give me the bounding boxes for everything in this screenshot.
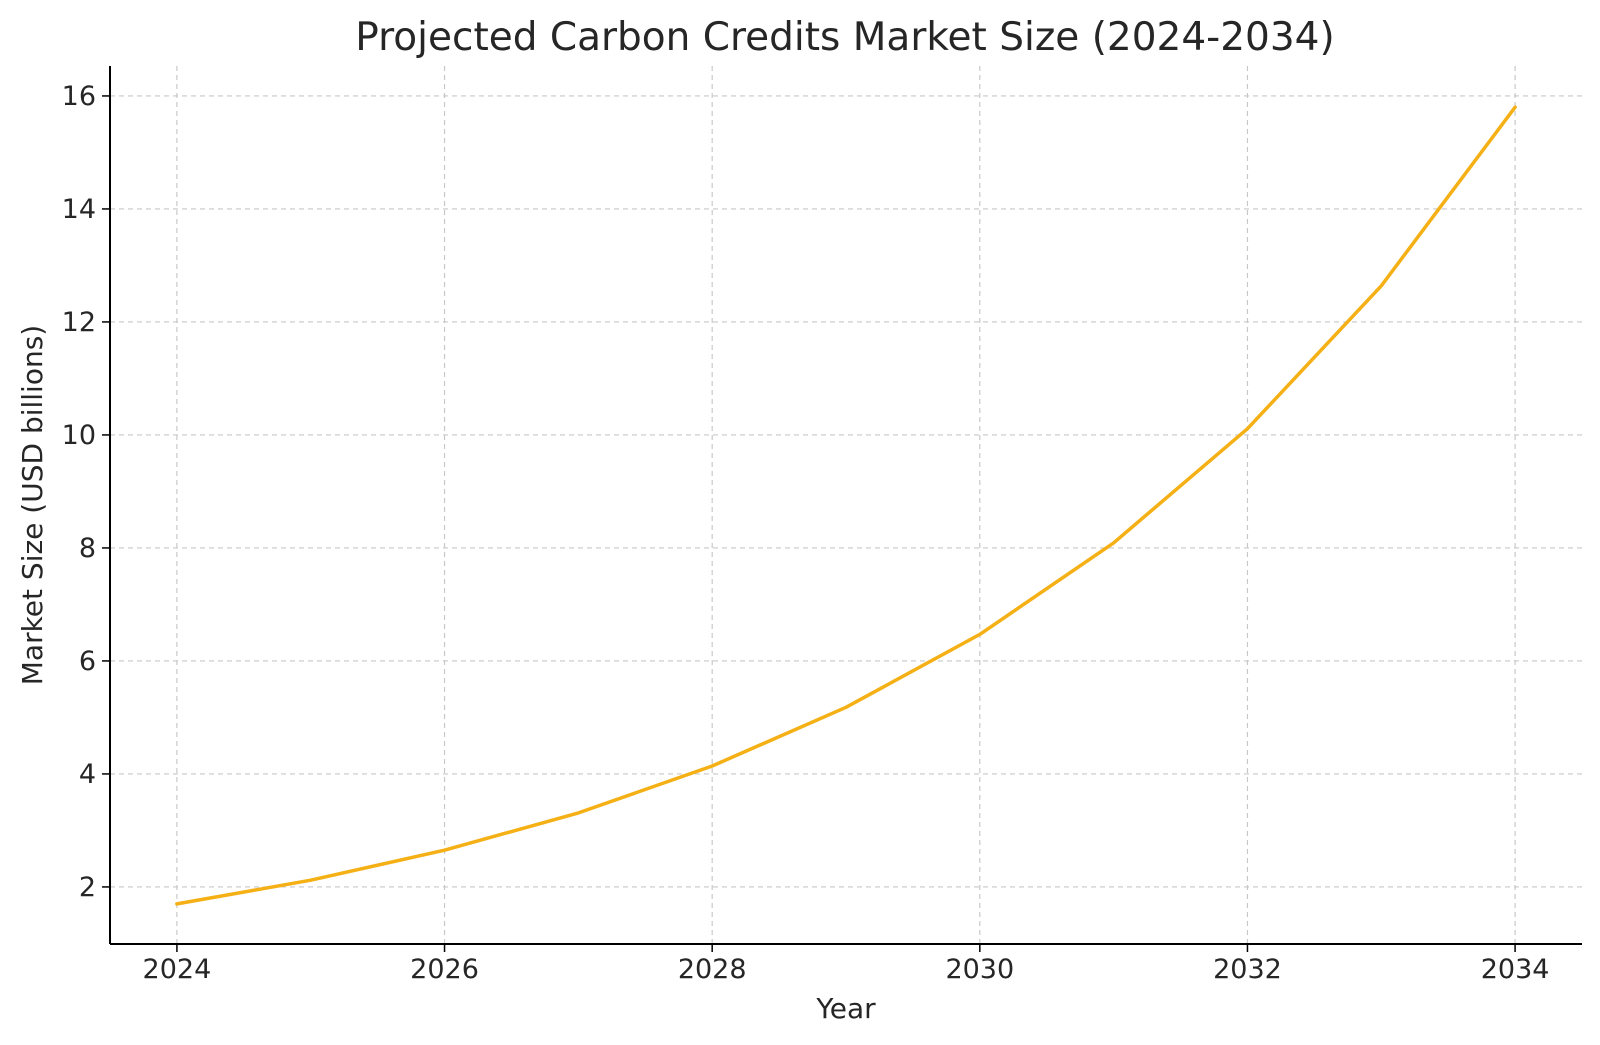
y-tick-label: 6	[79, 646, 96, 677]
x-tick-label: 2026	[410, 954, 479, 985]
chart-title: Projected Carbon Credits Market Size (20…	[355, 15, 1334, 60]
grid	[110, 66, 1582, 944]
x-tick-label: 2024	[143, 954, 212, 985]
series-line	[175, 105, 1517, 906]
y-tick-label: 12	[62, 307, 96, 338]
y-tick-label: 8	[79, 533, 96, 564]
y-tick-label: 14	[62, 194, 96, 225]
y-tick-label: 10	[62, 420, 96, 451]
x-tick-label: 2028	[678, 954, 747, 985]
y-tick-label: 4	[79, 759, 96, 790]
y-tick-label: 16	[62, 81, 96, 112]
y-axis-label: Market Size (USD billions)	[16, 325, 49, 685]
x-tick-label: 2030	[945, 954, 1014, 985]
x-tick-label: 2034	[1481, 954, 1550, 985]
x-axis-label: Year	[815, 992, 876, 1025]
x-tick-label: 2032	[1213, 954, 1282, 985]
series	[175, 105, 1517, 906]
axes	[109, 66, 1582, 945]
ticks: 2024 2026 2028 2030 2032 2034 2 4 6 8 10 12 14 16	[62, 81, 1550, 985]
y-tick-label: 2	[79, 872, 96, 903]
